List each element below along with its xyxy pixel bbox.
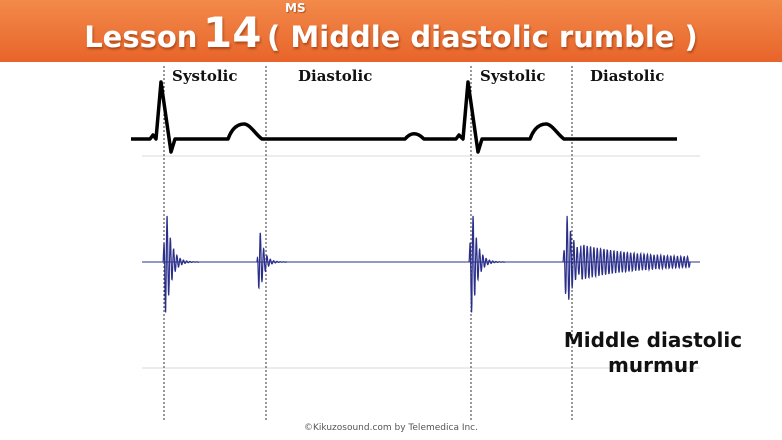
heart-sound-s1-beat1 <box>162 215 200 313</box>
grid-lines <box>142 155 700 369</box>
phase-label-diastolic-1: Diastolic <box>298 67 373 85</box>
ms-superscript: MS <box>285 1 306 15</box>
murmur-label-line1: Middle diastolic <box>563 328 743 352</box>
phase-label-systolic-1: Systolic <box>172 67 238 85</box>
lesson-title: Lesson 14 ( Middle diastolic rumble ) <box>0 2 782 64</box>
murmur-annotation: Middle diastolic murmur <box>540 328 766 378</box>
lesson-number: 14 <box>203 8 262 57</box>
murmur-label-line2: murmur <box>608 353 698 377</box>
heart-sound-s1-beat2 <box>468 215 506 313</box>
lesson-title-main: ( Middle diastolic rumble ) <box>267 20 698 54</box>
phase-divider-lines <box>163 66 573 422</box>
title-banner <box>0 0 782 62</box>
heart-sound-s2-beat2 <box>562 215 691 300</box>
lesson-title-prefix: Lesson <box>84 20 198 54</box>
copyright-footer: ©Kikuzosound.com by Telemedica Inc. <box>304 423 478 433</box>
ecg-trace <box>131 80 677 154</box>
heart-sound-s2-beat1 <box>256 232 288 290</box>
phase-label-diastolic-2: Diastolic <box>590 67 665 85</box>
phase-label-systolic-2: Systolic <box>480 67 546 85</box>
